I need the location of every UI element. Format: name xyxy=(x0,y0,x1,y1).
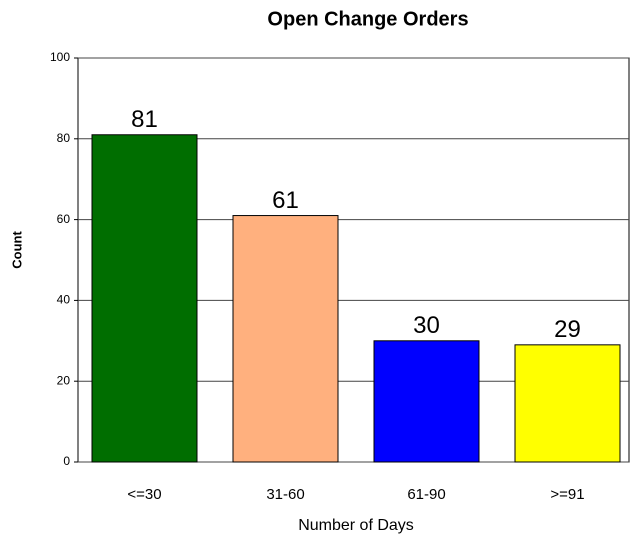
y-tick-label: 60 xyxy=(57,212,71,226)
x-tick-label: >=91 xyxy=(550,486,584,503)
x-tick-label: <=30 xyxy=(127,486,161,503)
data-label: 61 xyxy=(272,187,299,214)
y-tick-label: 20 xyxy=(57,373,71,387)
y-tick-label: 0 xyxy=(63,454,70,468)
y-tick-label: 80 xyxy=(57,131,71,145)
y-tick-label: 100 xyxy=(50,50,70,64)
data-label: 30 xyxy=(413,312,440,339)
bar xyxy=(514,344,621,463)
data-label: 81 xyxy=(131,106,158,133)
y-axis-title: Count xyxy=(9,231,24,269)
y-tick-label: 40 xyxy=(57,293,71,307)
x-tick-label: 31-60 xyxy=(266,486,304,503)
bar xyxy=(91,134,198,463)
data-label: 29 xyxy=(554,316,581,343)
bar xyxy=(232,215,339,463)
chart-title: Open Change Orders xyxy=(267,8,468,30)
x-tick-label: 61-90 xyxy=(407,486,445,503)
x-axis-title: Number of Days xyxy=(298,517,414,534)
bar xyxy=(373,340,480,463)
